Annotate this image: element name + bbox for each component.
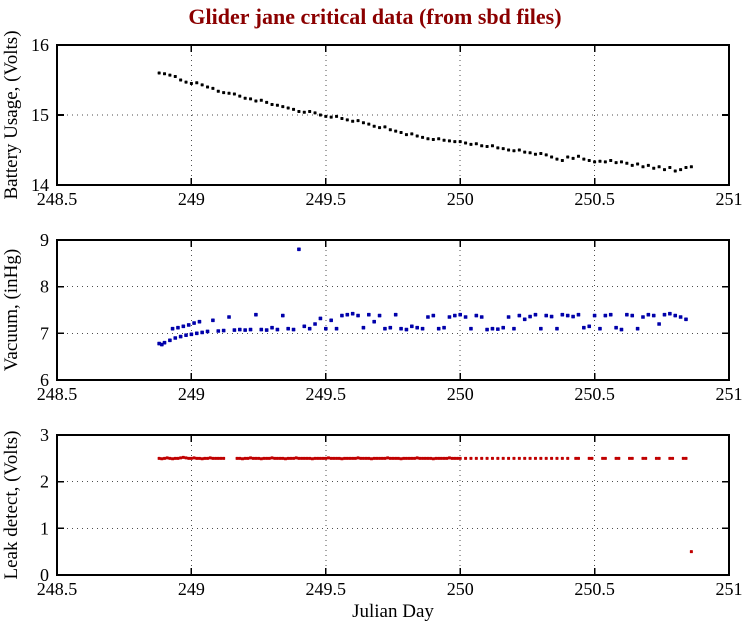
y-axis-label: Vacuum, (inHg) xyxy=(1,249,22,371)
y-tick-label: 9 xyxy=(40,230,49,250)
panel-0: 248.5 249 249.5 250 250.5 251 14 15 16 Battery Us… xyxy=(1,30,743,209)
tick-marks xyxy=(56,44,730,186)
x-tick-label: 249.5 xyxy=(306,384,347,404)
y-tick-label: 8 xyxy=(40,277,49,297)
x-tick-label: 250.5 xyxy=(574,579,615,599)
x-tick-label: 250.5 xyxy=(574,189,615,209)
x-tick-label: 249.5 xyxy=(306,189,347,209)
x-axis-label: Julian Day xyxy=(352,601,434,622)
x-tick-label: 248.5 xyxy=(37,189,78,209)
y-tick-label: 14 xyxy=(31,175,49,195)
y-tick-label: 7 xyxy=(40,323,49,343)
x-tick-label: 249.5 xyxy=(306,579,347,599)
x-tick-label: 250 xyxy=(447,189,474,209)
scatter-points xyxy=(157,455,693,554)
scatter-points xyxy=(157,247,688,347)
grid-lines xyxy=(57,435,729,575)
y-tick-label: 6 xyxy=(40,370,49,390)
x-tick-label: 250 xyxy=(447,579,474,599)
tick-marks xyxy=(56,434,730,576)
y-axis-label: Battery Usage, (Volts) xyxy=(1,30,22,199)
panel-1: 248.5 249 249.5 250 250.5 251 6 7 8 9 Vacuum, (inH… xyxy=(1,230,743,404)
y-tick-label: 2 xyxy=(40,472,49,492)
axes-box xyxy=(56,239,730,381)
x-tick-label: 249 xyxy=(178,189,205,209)
y-tick-label: 15 xyxy=(31,105,49,125)
x-tick-label: 250.5 xyxy=(574,384,615,404)
panel-2: 248.5 249 249.5 250 250.5 251 0 1 2 3 Leak detect,… xyxy=(1,425,743,599)
y-axis-label: Leak detect, (Volts) xyxy=(1,431,22,580)
chart-title: Glider jane critical data (from sbd file… xyxy=(188,4,562,29)
tick-marks xyxy=(56,239,730,381)
x-tick-label: 249 xyxy=(178,579,205,599)
x-tick-label: 248.5 xyxy=(37,579,78,599)
axes-box xyxy=(56,434,730,576)
x-tick-label: 251 xyxy=(716,579,743,599)
scatter-points xyxy=(157,71,693,173)
y-tick-label: 0 xyxy=(40,565,49,585)
grid-lines xyxy=(57,240,729,380)
y-tick-label: 16 xyxy=(31,35,49,55)
x-tick-label: 249 xyxy=(178,384,205,404)
x-tick-label: 251 xyxy=(716,189,743,209)
x-tick-label: 248.5 xyxy=(37,384,78,404)
y-tick-label: 1 xyxy=(40,518,49,538)
x-tick-label: 251 xyxy=(716,384,743,404)
x-tick-label: 250 xyxy=(447,384,474,404)
y-tick-label: 3 xyxy=(40,425,49,445)
